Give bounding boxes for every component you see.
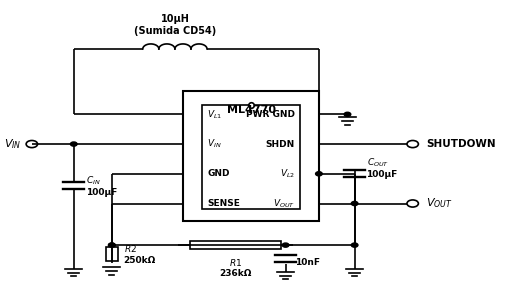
Circle shape bbox=[407, 200, 418, 207]
Text: 10nF: 10nF bbox=[295, 258, 320, 267]
Text: SHDN: SHDN bbox=[266, 140, 295, 148]
Text: 10μH
(Sumida CD54): 10μH (Sumida CD54) bbox=[134, 14, 216, 36]
Text: $V_{L1}$: $V_{L1}$ bbox=[207, 108, 222, 121]
Text: SENSE: SENSE bbox=[207, 199, 240, 208]
Text: $V_{OUT}$: $V_{OUT}$ bbox=[273, 197, 295, 210]
Text: $V_{IN}$: $V_{IN}$ bbox=[207, 138, 222, 150]
Circle shape bbox=[70, 142, 77, 146]
Circle shape bbox=[108, 243, 115, 247]
FancyBboxPatch shape bbox=[183, 91, 319, 221]
Text: $V_{IN}$: $V_{IN}$ bbox=[4, 137, 21, 151]
Circle shape bbox=[315, 172, 322, 176]
Circle shape bbox=[351, 243, 358, 247]
FancyBboxPatch shape bbox=[106, 247, 118, 261]
Text: SHUTDOWN: SHUTDOWN bbox=[426, 139, 496, 149]
Text: $C_{IN}$
100µF: $C_{IN}$ 100µF bbox=[86, 174, 117, 197]
Text: $R1$
236kΩ: $R1$ 236kΩ bbox=[220, 257, 252, 278]
Circle shape bbox=[282, 243, 289, 247]
Text: ML4770: ML4770 bbox=[227, 105, 276, 116]
Circle shape bbox=[351, 201, 358, 206]
Text: $R2$
250kΩ: $R2$ 250kΩ bbox=[124, 243, 156, 265]
Circle shape bbox=[344, 112, 351, 116]
FancyBboxPatch shape bbox=[190, 242, 281, 249]
Text: $C_{OUT}$
100µF: $C_{OUT}$ 100µF bbox=[367, 156, 398, 179]
Text: $V_{L2}$: $V_{L2}$ bbox=[280, 167, 295, 180]
Circle shape bbox=[108, 243, 115, 247]
Text: PWR GND: PWR GND bbox=[246, 110, 295, 119]
Circle shape bbox=[26, 140, 38, 148]
Text: $V_{OUT}$: $V_{OUT}$ bbox=[426, 196, 453, 210]
Text: GND: GND bbox=[207, 169, 230, 178]
Circle shape bbox=[407, 140, 418, 148]
FancyBboxPatch shape bbox=[202, 105, 300, 209]
